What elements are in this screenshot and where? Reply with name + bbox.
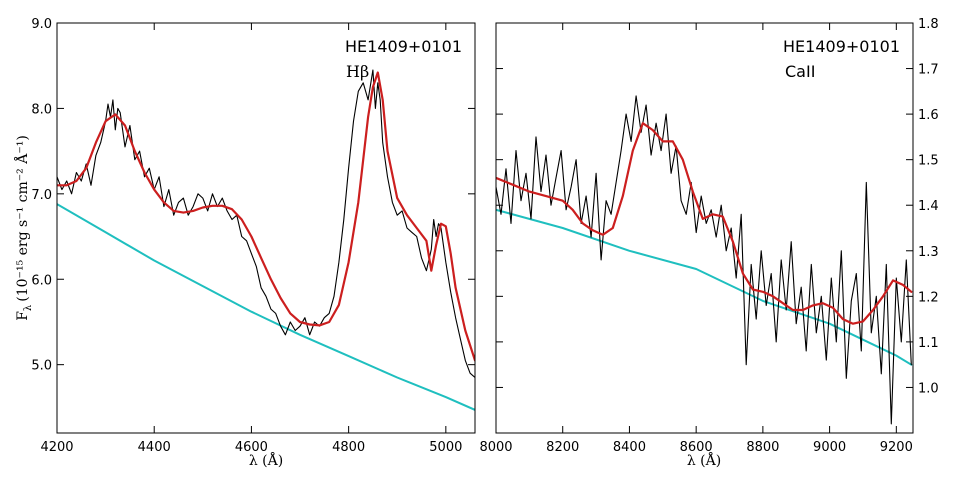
left-x-tick-label: 4400	[138, 440, 171, 455]
right-y-tick-label: 1.8	[918, 17, 939, 32]
left-y-tick-label: 5.0	[31, 359, 52, 374]
right-x-tick-label: 8600	[680, 440, 713, 455]
right-y-tick-label: 1.2	[918, 290, 939, 305]
y-axis-units: (10⁻¹⁵ erg s⁻¹ cm⁻² Å⁻¹)	[13, 135, 31, 302]
left-x-tick-label: 4800	[332, 440, 365, 455]
right-x-tick-label: 8800	[746, 440, 779, 455]
left-x-tick-label: 5000	[429, 440, 462, 455]
right-ticks-layer: 8000 8200 8400 8600 8800 9000 9200 1.8 1.7 1.6 1.5…	[479, 17, 938, 455]
right-x-tick-label: 9200	[880, 440, 913, 455]
right-plot-frame	[495, 22, 914, 434]
right-x-axis-title: λ (Å)	[687, 451, 721, 469]
right-x-tick-label: 8400	[613, 440, 646, 455]
left-y-axis-title: Fλ (10⁻¹⁵ erg s⁻¹ cm⁻² Å⁻¹)	[13, 135, 34, 321]
right-y-tick-label: 1.0	[918, 381, 939, 396]
left-x-axis-title: λ (Å)	[249, 451, 283, 469]
left-x-tick-label: 4200	[40, 440, 73, 455]
left-panel: 4200 4400 4600 4800 5000 9.0 8.0 7.0 6.0 5.0 HE14…	[13, 17, 476, 469]
right-x-tick-label: 9000	[813, 440, 846, 455]
right-plot-area: 8000 8200 8400 8600 8800 9000 9200 1.8 1.7 1.6 1.5…	[479, 17, 938, 455]
left-series-layer	[57, 69, 475, 411]
right-series-layer	[496, 95, 913, 425]
right-panel: 8000 8200 8400 8600 8800 9000 9200 1.8 1.7 1.6 1.5…	[479, 17, 938, 469]
right-series-model	[496, 122, 913, 325]
right-plot-background	[496, 23, 913, 433]
left-y-tick-label: 6.0	[31, 273, 52, 288]
right-object-label: HE1409+0101	[783, 37, 900, 56]
right-line-label: CaII	[785, 62, 815, 81]
y-axis-subscript: λ	[23, 304, 34, 311]
left-series-observed	[57, 69, 475, 379]
right-y-tick-label: 1.6	[918, 108, 939, 123]
right-y-tick-label: 1.4	[918, 199, 939, 214]
left-y-tick-label: 8.0	[31, 102, 52, 117]
left-object-label: HE1409+0101	[345, 37, 462, 56]
left-plot-area: 4200 4400 4600 4800 5000 9.0 8.0 7.0 6.0 5.0	[31, 17, 476, 455]
left-series-model	[57, 71, 475, 362]
left-y-tick-label: 7.0	[31, 188, 52, 203]
left-plot-background	[57, 23, 475, 433]
left-series-continuum	[57, 203, 475, 411]
left-ticks-layer: 4200 4400 4600 4800 5000 9.0 8.0 7.0 6.0 5.0	[31, 17, 475, 455]
right-y-tick-label: 1.7	[918, 63, 939, 78]
right-y-tick-label: 1.3	[918, 245, 939, 260]
left-x-tick-label: 4600	[235, 440, 268, 455]
right-y-tick-label: 1.5	[918, 154, 939, 169]
left-plot-frame	[56, 22, 476, 434]
left-line-label: Hβ	[346, 62, 369, 81]
right-series-observed	[496, 95, 912, 425]
right-x-tick-label: 8000	[479, 440, 512, 455]
right-y-tick-label: 1.1	[918, 336, 939, 351]
right-series-continuum	[496, 208, 913, 366]
right-x-tick-label: 8200	[546, 440, 579, 455]
left-y-tick-label: 9.0	[31, 17, 52, 32]
y-axis-symbol: F	[15, 311, 31, 321]
